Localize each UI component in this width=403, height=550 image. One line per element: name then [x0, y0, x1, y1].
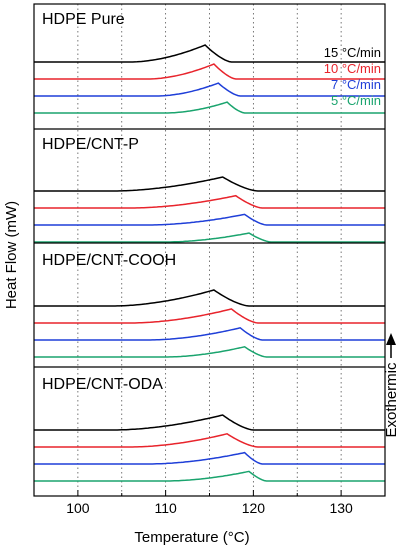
- legend-entry: 15 °C/min: [324, 45, 381, 60]
- curve-1-4: [34, 101, 385, 114]
- y-axis-title: Heat Flow (mW): [3, 201, 20, 309]
- grid-lines: [77, 4, 342, 496]
- exothermic-arrow-head: [386, 333, 396, 345]
- legend-entry: 7 °C/min: [331, 77, 381, 92]
- curve-3-1: [34, 289, 385, 307]
- x-tick-label: 100: [66, 500, 90, 516]
- curve-4-4: [34, 470, 385, 482]
- legend-entry: 10 °C/min: [324, 61, 381, 76]
- panel-title: HDPE Pure: [42, 11, 125, 28]
- panel-title: HDPE/CNT-ODA: [42, 376, 163, 393]
- curve-4-1: [34, 414, 385, 431]
- curve-2-1: [34, 176, 385, 192]
- curve-4-3: [34, 451, 385, 465]
- panel-title: HDPE/CNT-COOH: [42, 252, 176, 269]
- x-axis-title: Temperature (°C): [134, 529, 249, 546]
- x-tick-label: 130: [329, 500, 353, 516]
- legend-entry: 5 °C/min: [331, 93, 381, 108]
- axes: 100 110 120 130: [33, 490, 386, 516]
- curve-4-2: [34, 432, 385, 448]
- curve-1-2: [34, 63, 385, 80]
- curve-2-3: [34, 213, 385, 226]
- curve-2-2: [34, 194, 385, 209]
- exothermic-label: Exothermic: [383, 362, 400, 438]
- panel-title: HDPE/CNT-P: [42, 136, 139, 153]
- curve-1-1: [34, 44, 385, 63]
- curve-3-2: [34, 308, 385, 324]
- exothermic-annotation: Exothermic: [383, 333, 400, 438]
- x-tick-label: 110: [154, 500, 177, 516]
- curve-3-4: [34, 345, 385, 358]
- curve-2-4: [34, 232, 385, 243]
- curve-3-3: [34, 326, 385, 341]
- x-tick-label: 120: [242, 500, 266, 516]
- curves: [34, 44, 385, 482]
- curve-1-3: [34, 82, 385, 97]
